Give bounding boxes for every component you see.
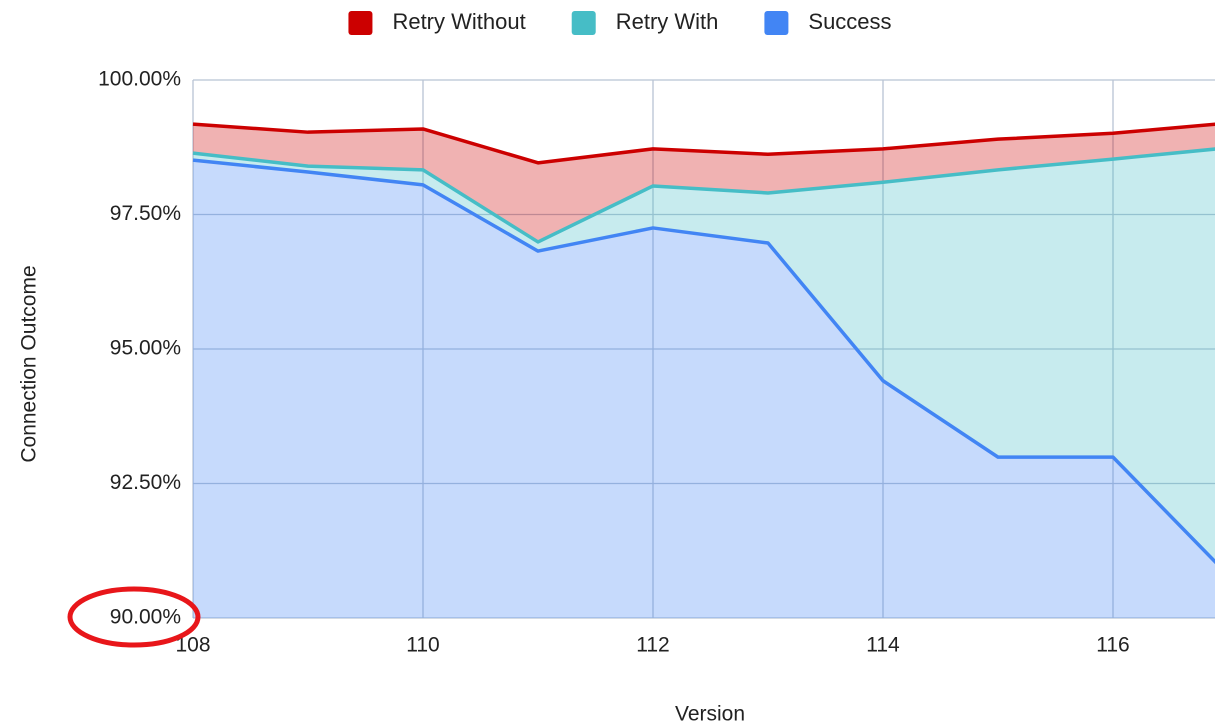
series-line [192, 158, 1215, 565]
x-axis-label: Version [675, 703, 745, 726]
grid [192, 79, 1215, 619]
labels: 90.00% 92.50% 95.00% 97.50% 100.00% 108 110 112… [98, 68, 1130, 657]
y-tick-label: 95.00% [110, 337, 181, 360]
y-tick-label: 100.00% [98, 68, 181, 91]
series-line [192, 147, 1215, 244]
area [193, 149, 1215, 562]
legend-swatch [348, 11, 373, 35]
legend-label: Retry With [616, 9, 719, 34]
y-tick-label: 97.50% [110, 202, 181, 225]
area [193, 160, 1215, 618]
y-tick-label: 90.00% [110, 606, 181, 629]
y-axis-label: Connection Outcome [18, 265, 41, 462]
x-tick-label: 114 [866, 634, 900, 657]
legend: Retry Without Retry With Success [348, 9, 892, 35]
x-tick-label: 116 [1096, 634, 1129, 657]
series-line [192, 122, 1215, 165]
legend-swatch [571, 11, 596, 35]
highlight-circle [67, 586, 201, 648]
legend-label: Success [808, 9, 891, 34]
x-tick-label: 108 [175, 634, 210, 657]
legend-label: Retry Without [392, 9, 525, 34]
x-tick-label: 112 [636, 634, 669, 657]
x-tick-label: 110 [406, 634, 439, 657]
legend-swatch [764, 11, 789, 35]
area [193, 124, 1215, 242]
y-tick-label: 92.50% [110, 471, 181, 494]
plot-area [192, 122, 1215, 618]
